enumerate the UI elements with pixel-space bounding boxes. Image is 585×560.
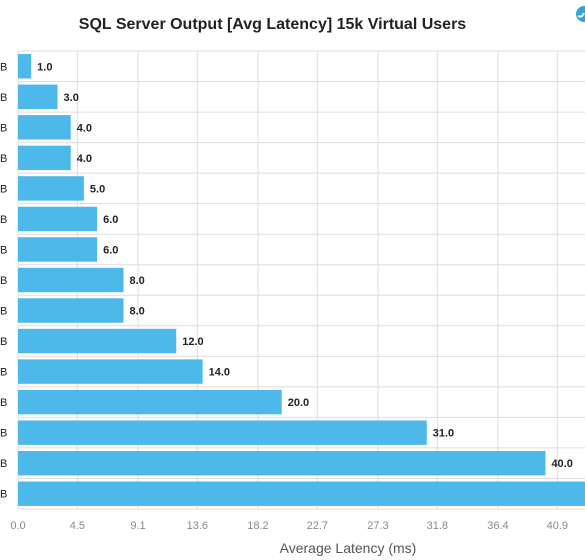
category-label: B (0, 183, 7, 195)
bar[interactable] (18, 145, 71, 171)
bar[interactable] (18, 176, 84, 201)
x-tick-label: 4.5 (70, 520, 85, 532)
bar[interactable] (18, 206, 98, 232)
grid-lines (17, 50, 585, 510)
category-label: B (0, 336, 7, 348)
data-label: 31.0 (433, 428, 454, 440)
category-label: B (0, 458, 7, 470)
data-label: 8.0 (129, 306, 144, 318)
category-label: B (0, 61, 7, 73)
x-tick-label: 27.3 (367, 520, 388, 532)
bar[interactable] (18, 450, 546, 476)
bar[interactable] (18, 328, 177, 354)
category-label: B (0, 92, 7, 104)
bar[interactable] (18, 389, 282, 415)
bar[interactable] (18, 359, 203, 384)
bar[interactable] (18, 237, 98, 262)
bar[interactable] (18, 481, 585, 506)
partial-circle-icon[interactable] (574, 4, 585, 24)
data-labels: 1.0 3.0 4.0 4.0 5.0 6.0 6.0 8.0 8.0 12.0 14.0 20.0 3… (37, 61, 573, 470)
category-label: B (0, 214, 7, 226)
category-label: B (0, 367, 7, 379)
category-label: B (0, 275, 7, 287)
category-label: B (0, 397, 7, 409)
data-label: 1.0 (37, 61, 52, 73)
x-tick-label: 0.0 (10, 520, 25, 532)
x-tick-label: 36.4 (487, 520, 508, 532)
x-tick-label: 22.7 (307, 520, 328, 532)
category-label: B (0, 244, 7, 256)
x-tick-labels: 0.0 4.5 9.1 13.6 18.2 22.7 27.3 31.8 36.4 40.9 (10, 520, 568, 532)
category-label: B (0, 306, 7, 318)
bar[interactable] (18, 54, 32, 79)
data-label: 5.0 (90, 183, 105, 195)
category-label: B (0, 122, 7, 134)
data-label: 14.0 (209, 367, 230, 379)
data-label: 6.0 (103, 214, 118, 226)
data-label: 4.0 (77, 122, 92, 134)
bar[interactable] (18, 115, 71, 140)
bar[interactable] (18, 84, 58, 110)
x-tick-label: 13.6 (187, 520, 208, 532)
bar[interactable] (18, 420, 427, 445)
category-labels: B B B B B B B B B B B B B B B (0, 61, 7, 500)
x-tick-label: 31.8 (427, 520, 448, 532)
data-label: 40.0 (551, 458, 572, 470)
data-label: 3.0 (64, 92, 79, 104)
category-label: B (0, 428, 7, 440)
x-tick-label: 40.9 (547, 520, 568, 532)
data-label: 12.0 (182, 336, 203, 348)
chart-title: SQL Server Output [Avg Latency] 15k Virt… (78, 16, 467, 33)
data-label: 6.0 (103, 244, 118, 256)
x-tick-label: 9.1 (130, 520, 145, 532)
data-label: 4.0 (77, 153, 92, 165)
bar[interactable] (18, 267, 124, 293)
data-label: 8.0 (129, 275, 144, 287)
bars (18, 54, 585, 506)
data-label: 20.0 (288, 397, 309, 409)
category-label: B (0, 153, 7, 165)
x-axis-label: Average Latency (ms) (280, 540, 417, 556)
bar[interactable] (18, 298, 124, 323)
category-label: B (0, 489, 7, 501)
x-tick-label: 18.2 (247, 520, 268, 532)
